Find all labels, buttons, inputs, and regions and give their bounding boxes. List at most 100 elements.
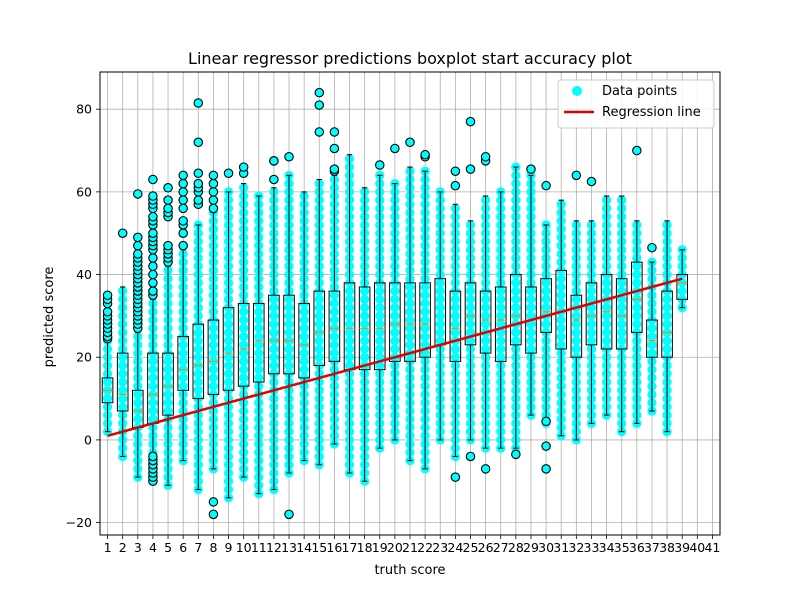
data-point bbox=[511, 286, 521, 296]
box-iqr bbox=[237, 303, 250, 387]
box-flier bbox=[148, 261, 158, 272]
data-point bbox=[329, 331, 339, 342]
x-tick-label: 21 bbox=[402, 540, 418, 555]
regression-layer bbox=[107, 277, 683, 437]
data-point bbox=[375, 286, 385, 296]
data-point bbox=[118, 352, 128, 362]
data-point bbox=[269, 344, 279, 354]
data-point bbox=[571, 294, 581, 304]
y-axis-label: predicted score bbox=[42, 267, 57, 368]
data-point bbox=[284, 352, 294, 362]
data-point bbox=[269, 303, 279, 313]
box-flier bbox=[511, 449, 521, 460]
box-flier bbox=[148, 253, 158, 263]
data-point bbox=[269, 319, 279, 329]
x-tick-label: 35 bbox=[614, 540, 630, 555]
box-iqr bbox=[570, 294, 583, 358]
data-point bbox=[314, 352, 324, 362]
data-point bbox=[314, 336, 324, 346]
x-tick-label: 3 bbox=[134, 540, 142, 555]
box-flier bbox=[465, 164, 476, 174]
legend-box bbox=[557, 79, 715, 129]
box-iqr bbox=[615, 278, 628, 350]
box-iqr bbox=[298, 303, 310, 379]
data-point bbox=[163, 389, 173, 400]
data-point bbox=[118, 385, 128, 395]
data-point bbox=[148, 365, 158, 375]
data-point bbox=[420, 323, 430, 333]
y-tick-label: 60 bbox=[76, 184, 92, 199]
data-point bbox=[329, 290, 339, 300]
box-iqr bbox=[661, 290, 673, 358]
box-iqr bbox=[328, 290, 341, 362]
box-flier bbox=[178, 203, 188, 214]
x-tick-label: 15 bbox=[311, 540, 327, 555]
data-point bbox=[541, 303, 551, 313]
x-tick-label: 32 bbox=[568, 540, 584, 555]
data-point bbox=[360, 319, 370, 329]
data-point bbox=[284, 294, 294, 304]
data-point bbox=[299, 323, 309, 333]
data-point bbox=[405, 282, 415, 292]
data-point bbox=[344, 352, 355, 362]
data-point bbox=[148, 373, 158, 383]
data-point bbox=[647, 348, 657, 358]
data-point bbox=[617, 336, 627, 346]
box-flier bbox=[163, 183, 173, 193]
data-point bbox=[556, 315, 566, 325]
data-point bbox=[163, 373, 173, 383]
data-point bbox=[450, 294, 460, 304]
box-flier bbox=[450, 472, 461, 482]
box-flier bbox=[163, 240, 173, 251]
data-point bbox=[223, 311, 234, 321]
data-point bbox=[254, 356, 264, 366]
box-flier bbox=[178, 228, 188, 238]
data-point bbox=[481, 344, 491, 354]
x-tick-label: 14 bbox=[296, 540, 312, 555]
data-point bbox=[526, 294, 536, 304]
data-point bbox=[360, 294, 370, 304]
data-point bbox=[360, 311, 370, 321]
data-point bbox=[223, 344, 234, 354]
data-point bbox=[118, 369, 128, 379]
x-tick-label: 37 bbox=[644, 540, 660, 555]
data-point bbox=[405, 331, 415, 342]
data-point bbox=[193, 327, 203, 338]
box-iqr bbox=[479, 290, 492, 354]
box-iqr bbox=[646, 319, 658, 358]
x-tick-label: 28 bbox=[508, 540, 524, 555]
y-tick-label: 80 bbox=[76, 102, 92, 117]
data-point bbox=[450, 303, 460, 313]
box-iqr bbox=[585, 282, 598, 346]
box-iqr bbox=[631, 261, 643, 333]
data-point bbox=[586, 327, 597, 338]
x-tick-label: 8 bbox=[209, 540, 217, 555]
box-flier bbox=[450, 180, 461, 191]
data-point bbox=[133, 414, 143, 424]
data-point bbox=[360, 327, 370, 338]
data-point bbox=[193, 369, 203, 379]
box-iqr bbox=[283, 294, 295, 375]
box-iqr bbox=[252, 303, 265, 383]
data-point bbox=[541, 319, 551, 329]
box-flier bbox=[193, 137, 204, 148]
x-tick-label: 26 bbox=[478, 540, 494, 555]
data-point bbox=[601, 336, 612, 346]
data-point bbox=[163, 398, 173, 408]
box-flier bbox=[178, 240, 188, 251]
data-point bbox=[632, 269, 642, 280]
box-iqr bbox=[192, 323, 205, 400]
box-flier bbox=[314, 127, 325, 137]
data-point bbox=[254, 365, 264, 375]
data-point bbox=[511, 303, 521, 313]
data-point bbox=[239, 365, 249, 375]
box-iqr bbox=[510, 274, 522, 346]
data-point bbox=[511, 327, 521, 338]
data-point bbox=[299, 348, 309, 358]
data-point bbox=[284, 303, 294, 313]
y-tick-label: 0 bbox=[84, 432, 92, 447]
x-tick-label: 23 bbox=[432, 540, 448, 555]
data-point bbox=[269, 311, 279, 321]
data-point bbox=[541, 278, 551, 288]
data-point bbox=[118, 360, 128, 371]
